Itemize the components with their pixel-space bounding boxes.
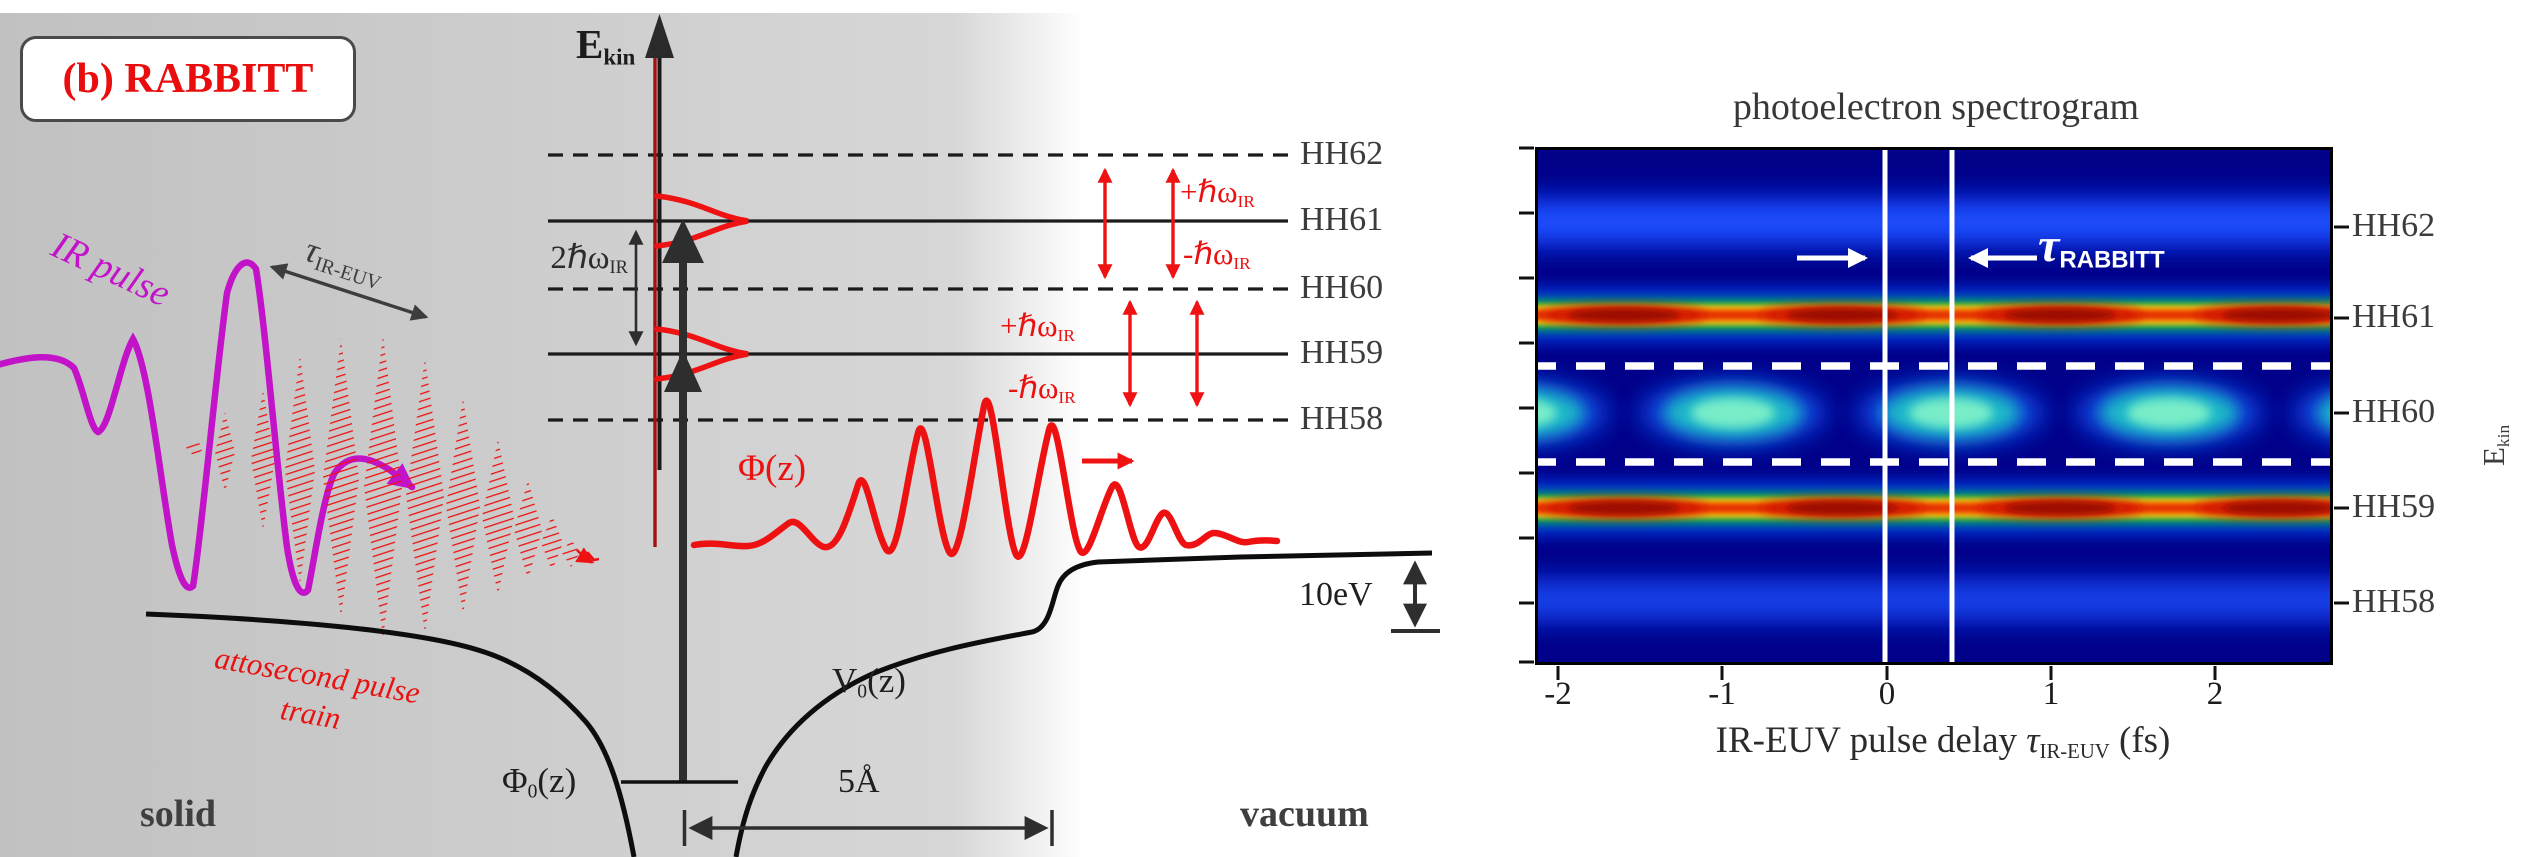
x-tick-plus2: 2 [2206,676,2224,712]
plus-hbar-omega-label-lower: +ℏωIR [1000,308,1075,345]
level-label-hh58: HH58 [1300,400,1384,437]
x-tick-minus2: -2 [1544,676,1572,712]
x-tick-plus1: 1 [2042,676,2060,712]
work-function-label: 10eV [1299,576,1373,613]
band-hh59 [1535,481,2333,535]
spectrogram-title: photoelectron spectrogram [1732,86,2140,128]
heatmap-frame [1535,147,2333,665]
energy-level-lines [548,153,1288,422]
level-label-hh59: HH59 [1300,334,1384,371]
ir-coupling-arrows [1097,167,1205,408]
spectrogram-right-ticks [2334,225,2349,605]
surface-potential-curve-left [145,611,637,857]
x-tick-zero: 0 [1878,676,1896,712]
potential-label: V0(z) [832,661,906,703]
image-potential-curve [733,550,1433,857]
ekin-axis-arrowhead [645,14,674,58]
band-hh61 [1535,288,2333,342]
spectrogram-label-hh62: HH62 [2352,207,2436,244]
panel-badge: (b) RABBITT [20,36,356,122]
euv-excitation-arrow [662,219,704,781]
spectrogram-left-ticks [1519,146,1534,664]
outgoing-wavefunction [690,397,1281,560]
ir-euv-delay-arrow [269,263,429,321]
attosecond-pulse-train-bursts [186,335,600,639]
spectrogram-label-hh58: HH58 [2352,583,2436,620]
initial-wavefunction-label: Φ0(z) [502,761,577,803]
band-hh60-sideband [1535,379,2333,447]
spectrogram-label-hh60: HH60 [2352,393,2436,430]
spectrogram-label-hh61: HH61 [2352,298,2436,335]
spectrogram-x-ticks [1556,666,2217,680]
minus-hbar-omega-label-lower: -ℏωIR [1008,370,1076,407]
band-hh62 [1535,194,2333,250]
barrier-width-arrow [682,810,1054,846]
apt-propagation-arrow [575,547,595,564]
two-hbar-omega-label: 2ℏωIR [550,240,628,278]
plus-hbar-omega-label-upper: +ℏωIR [1180,174,1255,211]
wavefunction-label: Φ(z) [738,448,807,489]
spectrogram-y-axis-label: Ekin [2476,424,2513,466]
x-tick-minus1: -1 [1708,676,1736,712]
solid-region-label: solid [140,793,217,835]
vacuum-region-label: vacuum [1240,793,1369,835]
ekin-axis [645,14,674,547]
level-label-hh61: HH61 [1300,201,1384,238]
level-label-hh62: HH62 [1300,135,1384,172]
work-function-arrow [1391,560,1440,633]
ir-pulse-waveform [0,259,416,596]
spectrogram-x-axis-label: IR-EUV pulse delay τIR-EUV (fs) [1715,720,2171,763]
tau-rabbitt-label: τRABBITT [2038,219,2165,274]
level-label-hh60: HH60 [1300,269,1384,306]
minus-hbar-omega-label-upper: -ℏωIR [1183,236,1251,273]
ekin-axis-label: Ekin [576,21,636,70]
barrier-width-label: 5Å [838,763,880,800]
band-hh58 [1535,574,2333,626]
spectrogram-label-hh59: HH59 [2352,488,2436,525]
spectrogram-heatmap [1535,147,2333,665]
